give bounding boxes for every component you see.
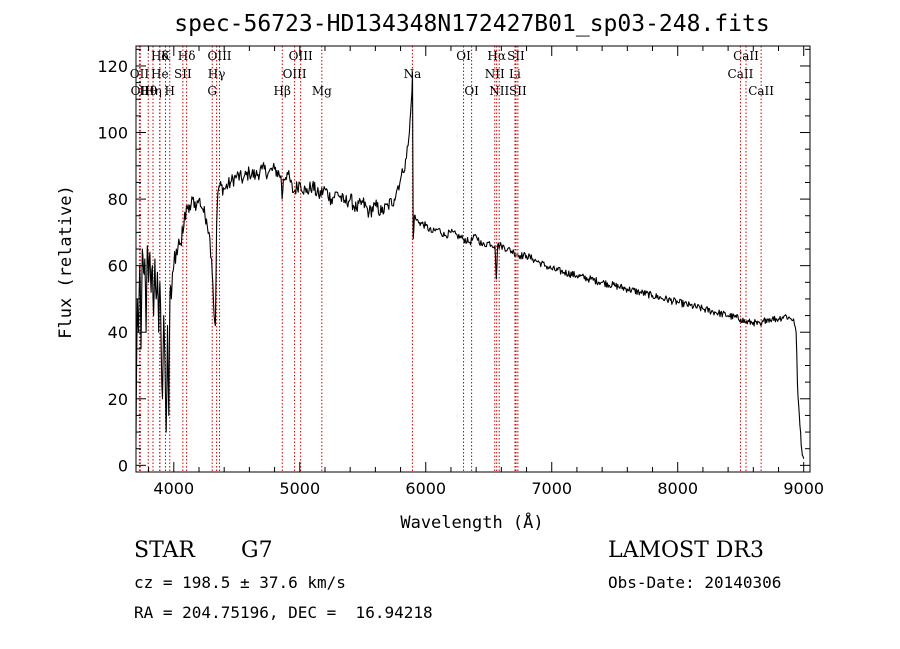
object-subclass-label: G7: [241, 538, 273, 563]
line-marker-label: OI: [464, 84, 479, 98]
line-marker-label: OI: [456, 49, 471, 63]
line-marker-label: CaII: [728, 67, 754, 81]
spectrum-series-line: [135, 72, 805, 459]
line-marker-label: Hα: [487, 49, 506, 63]
object-class-label: STAR: [134, 538, 195, 563]
line-marker-label: OIII: [207, 49, 231, 63]
line-marker-label: He: [151, 67, 169, 81]
x-tick-label: 9000: [783, 479, 824, 498]
y-tick-label: 120: [97, 57, 128, 76]
x-tick-label: 5000: [279, 479, 320, 498]
chart-title: spec-56723-HD134348N172427B01_sp03-248.f…: [174, 11, 769, 37]
line-marker-label: Hβ: [274, 84, 291, 98]
line-marker-label: Li: [509, 67, 521, 81]
line-marker-label: OIII: [283, 67, 307, 81]
y-tick-label: 80: [108, 190, 128, 209]
x-axis-label: Wavelength (Å): [400, 511, 543, 533]
line-marker-label: CaII: [733, 49, 759, 63]
line-marker-label: SII: [507, 49, 525, 63]
x-tick-label: 6000: [405, 479, 446, 498]
line-marker-label: Mg: [312, 84, 332, 98]
y-tick-label: 40: [108, 323, 128, 342]
line-marker-label: H: [165, 84, 175, 98]
y-tick-label: 60: [108, 257, 128, 276]
y-axis-label: Flux (relative): [56, 185, 76, 339]
line-marker-label: OII: [130, 67, 150, 81]
line-marker-label: CaII: [748, 84, 774, 98]
line-marker-label: SII: [174, 67, 192, 81]
observation-date: Obs-Date: 20140306: [608, 573, 782, 592]
survey-release-label: LAMOST DR3: [608, 538, 764, 563]
line-marker-label: Hγ: [208, 67, 226, 81]
x-tick-label: 4000: [153, 479, 194, 498]
line-marker-label: SII: [509, 84, 527, 98]
spectral-line-markers: OIIOIIHθHηHδHeKHSIIHδGHγOIIIHβOIIIOIIIMg…: [130, 46, 774, 472]
line-marker-label: NII: [489, 84, 509, 98]
line-marker-label: Hθ: [139, 84, 157, 98]
line-marker-label: Hδ: [178, 49, 196, 63]
line-marker-label: Hδ: [151, 49, 169, 63]
redshift-line: cz = 198.5 ± 37.6 km/s: [134, 573, 346, 592]
line-marker-label: OIII: [289, 49, 313, 63]
line-marker-label: G: [207, 84, 217, 98]
x-tick-label: 7000: [531, 479, 572, 498]
line-marker-label: NII: [485, 67, 505, 81]
x-axis-ticks: 4000 5000 6000 7000 8000 9000: [148, 46, 824, 498]
y-axis-ticks: 0 20 40 60 80 100 120: [97, 48, 810, 475]
y-tick-label: 20: [108, 390, 128, 409]
line-marker-label: Hη: [144, 84, 162, 98]
coordinates-line: RA = 204.75196, DEC = 16.94218: [134, 603, 433, 622]
y-tick-label: 0: [118, 456, 128, 475]
plot-frame: [135, 45, 811, 473]
y-tick-label: 100: [97, 124, 128, 143]
line-marker-label: K: [161, 49, 171, 63]
x-tick-label: 8000: [657, 479, 698, 498]
